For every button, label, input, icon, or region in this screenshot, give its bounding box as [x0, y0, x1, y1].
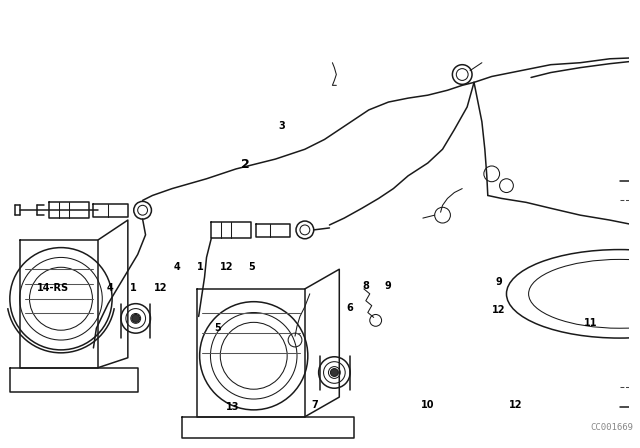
Text: 5: 5 [248, 262, 255, 272]
Text: 11: 11 [584, 318, 597, 328]
Text: 9: 9 [385, 281, 392, 291]
Text: 7: 7 [311, 400, 318, 409]
Text: CC001669: CC001669 [590, 422, 633, 431]
Text: 5: 5 [214, 323, 221, 332]
Text: 4: 4 [107, 283, 113, 293]
Text: 4: 4 [174, 262, 181, 272]
Circle shape [132, 314, 140, 323]
Text: 8: 8 [363, 281, 370, 291]
Text: 3: 3 [278, 121, 285, 131]
Text: 13: 13 [226, 402, 239, 412]
Text: 1: 1 [130, 283, 137, 293]
Text: 10: 10 [421, 400, 435, 409]
Text: 12: 12 [492, 305, 506, 315]
Text: 12: 12 [509, 400, 523, 409]
Text: 1: 1 [197, 262, 204, 272]
Text: 9: 9 [496, 277, 502, 287]
Text: 14-RS: 14-RS [37, 283, 70, 293]
Text: 2: 2 [241, 158, 250, 171]
Circle shape [330, 369, 339, 376]
Text: 12: 12 [220, 262, 234, 272]
Text: 6: 6 [346, 303, 353, 313]
Text: 12: 12 [154, 283, 167, 293]
